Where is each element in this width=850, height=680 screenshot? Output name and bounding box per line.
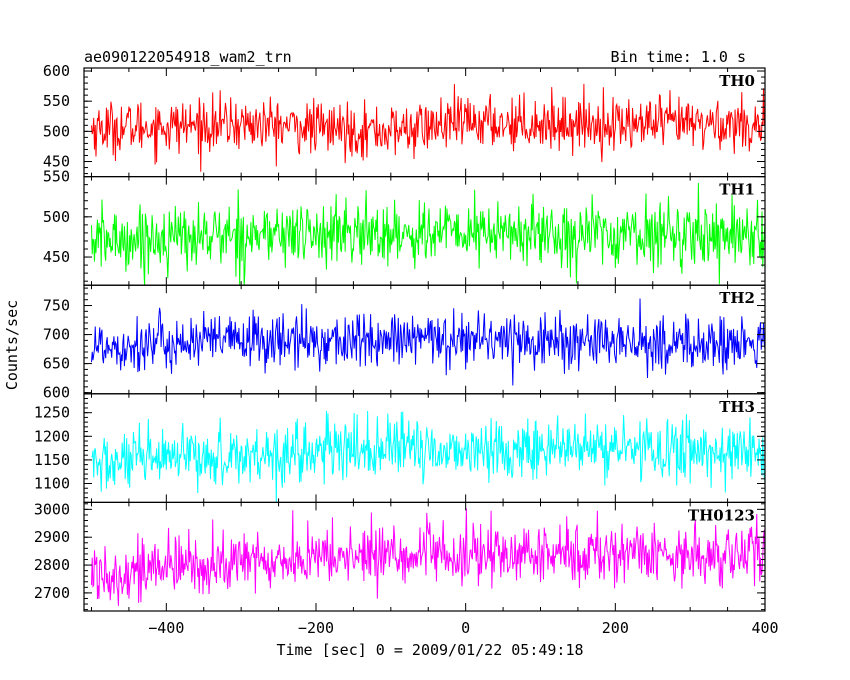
chart-subtitle: Bin time: 1.0 s bbox=[611, 48, 746, 66]
series-line-th1 bbox=[90, 183, 765, 286]
panel-th0: 450 500 550 600 TH0 bbox=[43, 62, 766, 178]
x-tick-label: 400 bbox=[751, 619, 778, 637]
y-tick-label: 2700 bbox=[34, 584, 70, 602]
x-tick-label: 200 bbox=[602, 619, 629, 637]
panel-label: TH3 bbox=[719, 398, 755, 416]
y-tick-label: 1250 bbox=[34, 404, 70, 422]
y-tick-label: 600 bbox=[43, 384, 70, 402]
series-line-th0 bbox=[90, 83, 765, 172]
y-tick-label: 750 bbox=[43, 297, 70, 315]
y-tick-label: 600 bbox=[43, 62, 70, 80]
y-tick-label: 1200 bbox=[34, 427, 70, 445]
panel-label: TH0 bbox=[719, 72, 755, 90]
y-tick-label: 500 bbox=[43, 122, 70, 140]
chart-title: ae090122054918_wam2_trn bbox=[84, 48, 292, 66]
y-tick-label: 3000 bbox=[34, 500, 70, 518]
x-tick-label: 0 bbox=[461, 619, 470, 637]
y-tick-label: 550 bbox=[43, 92, 70, 110]
series-line-th3 bbox=[91, 410, 765, 503]
y-axis-label: Counts/sec bbox=[3, 300, 21, 390]
panel-th1: 450 500 550 TH1 bbox=[43, 168, 766, 286]
x-tick-label: −400 bbox=[148, 619, 184, 637]
y-tick-label: 500 bbox=[43, 208, 70, 226]
panel-th0123: 2700 2800 2900 3000 TH0123 bbox=[34, 500, 766, 612]
panel-label: TH2 bbox=[719, 289, 755, 307]
series-line-th2 bbox=[90, 298, 765, 386]
y-tick-label: 2800 bbox=[34, 556, 70, 574]
x-axis-label: Time [sec] 0 = 2009/01/22 05:49:18 bbox=[276, 641, 583, 659]
y-tick-label: 450 bbox=[43, 248, 70, 266]
panel-th2: 600 650 700 750 TH2 bbox=[43, 284, 766, 402]
y-tick-label: 700 bbox=[43, 326, 70, 344]
y-tick-label: 1100 bbox=[34, 475, 70, 493]
y-tick-label: 2900 bbox=[34, 528, 70, 546]
y-tick-label: 1150 bbox=[34, 451, 70, 469]
panel-th3: 1100 1150 1200 1250 TH3 bbox=[34, 393, 766, 503]
panel-frame bbox=[83, 501, 766, 612]
x-tick-label: −200 bbox=[298, 619, 334, 637]
panel-label: TH0123 bbox=[688, 506, 755, 524]
series-line-th0123 bbox=[90, 508, 765, 606]
panels-layer: 450 500 550 600 TH0 450 500 550 TH1 600 650 700 750 T… bbox=[34, 62, 779, 637]
y-tick-label: 450 bbox=[43, 153, 70, 171]
panel-frame bbox=[83, 393, 766, 503]
y-tick-label: 650 bbox=[43, 355, 70, 373]
panel-label: TH1 bbox=[719, 181, 755, 199]
y-tick-label: 550 bbox=[43, 168, 70, 186]
